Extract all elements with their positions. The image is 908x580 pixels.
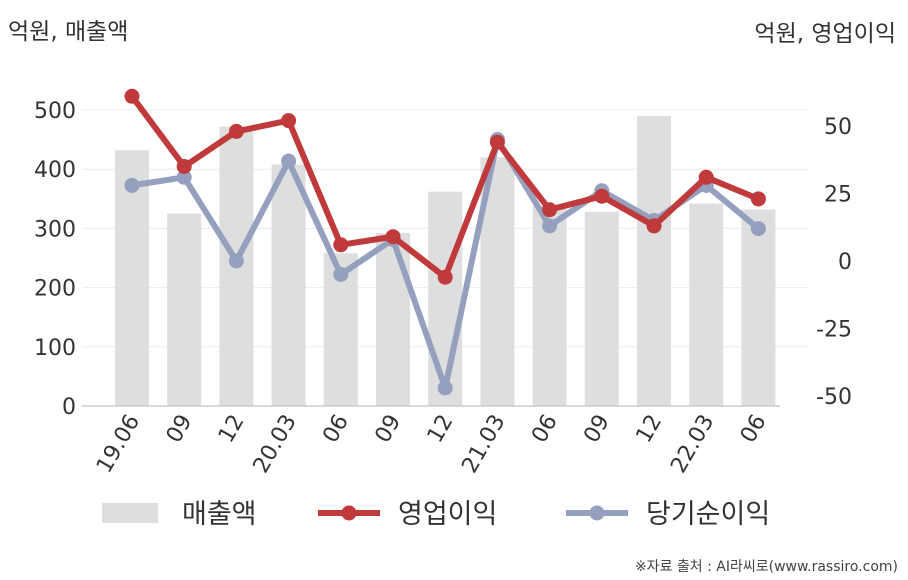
x-tick-label: 21.03 <box>457 411 510 478</box>
data-point <box>594 188 610 204</box>
legend-label: 매출액 <box>182 499 257 530</box>
data-point <box>333 237 349 253</box>
right-tick-label: 0 <box>838 250 852 275</box>
left-tick-label: 400 <box>34 158 76 183</box>
left-tick-label: 100 <box>34 336 76 361</box>
data-point <box>124 88 140 104</box>
legend: 매출액 영업이익 당기순이익 <box>102 499 770 530</box>
data-point <box>542 218 558 234</box>
right-axis-unit: 억원, 영업이익 <box>754 21 896 47</box>
data-point <box>698 169 714 185</box>
data-point <box>385 229 401 245</box>
bar <box>637 115 671 407</box>
bar <box>532 205 567 406</box>
legend-label: 당기순이익 <box>646 499 770 530</box>
left-tick-label: 0 <box>62 395 76 420</box>
data-point <box>750 191 766 207</box>
bar-series <box>115 115 776 407</box>
right-y-axis: -50 -25 0 25 50 <box>816 115 852 410</box>
data-point <box>176 169 192 185</box>
bar <box>741 209 776 406</box>
left-axis-unit: 억원, 매출액 <box>8 19 129 45</box>
data-point <box>228 253 244 269</box>
x-tick-label: 06 <box>318 411 354 448</box>
bar <box>271 164 306 406</box>
legend-marker <box>341 505 357 521</box>
data-point <box>437 269 453 285</box>
data-point <box>281 153 297 169</box>
left-tick-label: 500 <box>34 99 76 124</box>
x-tick-label: 20.03 <box>249 411 302 478</box>
x-tick-labels: 19.06 09 12 20.03 06 09 12 21.03 06 09 12 22.03 06 <box>92 411 772 478</box>
x-tick-label: 09 <box>579 411 615 448</box>
right-tick-label: -50 <box>816 385 852 410</box>
legend-label: 영업이익 <box>398 499 497 530</box>
bar <box>428 191 463 406</box>
x-tick-label: 19.06 <box>92 411 145 478</box>
x-tick-label: 22.03 <box>666 411 719 478</box>
data-point <box>489 134 505 150</box>
data-point <box>750 221 766 237</box>
x-tick-label: 12 <box>423 411 459 448</box>
right-tick-label: -25 <box>816 318 852 343</box>
data-point <box>542 202 558 218</box>
right-tick-label: 50 <box>824 115 852 140</box>
x-tick-label: 09 <box>371 411 407 448</box>
data-point <box>437 380 453 396</box>
bar <box>167 213 202 406</box>
x-tick-label: 09 <box>162 411 198 448</box>
x-tick-label: 12 <box>214 411 250 448</box>
data-point <box>646 218 662 234</box>
line-series <box>124 88 766 396</box>
x-tick-label: 12 <box>632 411 668 448</box>
x-tick-label: 06 <box>527 411 563 448</box>
legend-swatch <box>102 503 158 523</box>
x-tick-label: 06 <box>736 411 772 448</box>
data-point <box>124 177 140 193</box>
bar <box>376 233 410 406</box>
data-point <box>176 159 192 174</box>
data-point <box>333 267 349 282</box>
data-point <box>281 113 297 129</box>
source-note: ※자료 출처 : AI라씨로(www.rassiro.com) <box>634 559 898 575</box>
bar <box>584 211 619 406</box>
left-tick-label: 300 <box>34 217 76 242</box>
data-point <box>228 123 244 139</box>
left-y-axis: 0 100 200 300 400 500 <box>34 99 76 420</box>
right-tick-label: 25 <box>824 183 852 208</box>
left-tick-label: 200 <box>34 277 76 302</box>
bar <box>689 203 724 406</box>
legend-marker <box>589 505 605 521</box>
